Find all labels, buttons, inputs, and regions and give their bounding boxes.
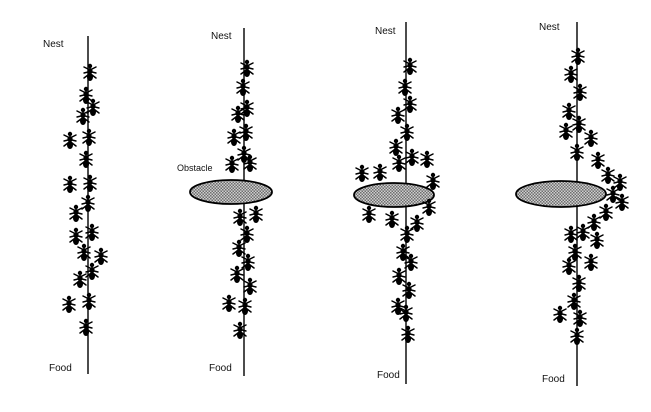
ant-icon bbox=[420, 150, 434, 169]
ant-icon bbox=[587, 213, 601, 232]
ant-icon bbox=[553, 305, 567, 324]
ant-icon bbox=[232, 239, 246, 258]
ant-icon bbox=[400, 123, 414, 142]
panel-4: Nest Food bbox=[515, 22, 629, 386]
ant-icon bbox=[79, 318, 93, 337]
ant-icon bbox=[62, 295, 76, 314]
nest-label: Nest bbox=[211, 31, 232, 42]
ant-icon bbox=[82, 292, 96, 311]
panel-2: Nest Obstacle Food bbox=[177, 28, 273, 376]
ant-icon bbox=[572, 274, 586, 293]
ant-icon bbox=[362, 205, 376, 224]
ant-icon bbox=[392, 267, 406, 286]
ant-icon bbox=[73, 270, 87, 289]
ant-icon bbox=[240, 225, 254, 244]
ant-icon bbox=[613, 173, 627, 192]
ant-icon bbox=[567, 292, 581, 311]
ant-icon bbox=[401, 325, 415, 344]
ant-icon bbox=[584, 129, 598, 148]
ant-icon bbox=[373, 163, 387, 182]
ant-icon bbox=[590, 231, 604, 250]
food-label: Food bbox=[377, 370, 400, 381]
ant-icon bbox=[559, 122, 573, 141]
ant-icon bbox=[225, 155, 239, 174]
obstacle bbox=[515, 180, 607, 208]
ant-icon bbox=[591, 151, 605, 170]
ant-icon bbox=[398, 78, 412, 97]
ant-icon bbox=[399, 304, 413, 323]
ant-group bbox=[62, 63, 108, 337]
ant-icon bbox=[405, 148, 419, 167]
ant-icon bbox=[573, 309, 587, 328]
ant-icon bbox=[391, 297, 405, 316]
food-label: Food bbox=[209, 363, 232, 374]
ant-icon bbox=[230, 265, 244, 284]
ant-icon bbox=[562, 257, 576, 276]
nest-label: Nest bbox=[375, 26, 396, 37]
ant-icon bbox=[615, 193, 629, 212]
ant-icon bbox=[69, 204, 83, 223]
ant-icon bbox=[236, 78, 250, 97]
ant-icon bbox=[83, 63, 97, 82]
ant-icon bbox=[239, 123, 253, 142]
ant-icon bbox=[63, 131, 77, 150]
ant-icon bbox=[568, 243, 582, 262]
ant-icon bbox=[227, 128, 241, 147]
nest-label: Nest bbox=[539, 22, 560, 33]
food-label: Food bbox=[542, 374, 565, 385]
ant-icon bbox=[392, 154, 406, 173]
ant-icon bbox=[243, 277, 257, 296]
ant-icon bbox=[402, 281, 416, 300]
nest-label: Nest bbox=[43, 39, 64, 50]
ant-icon bbox=[573, 83, 587, 102]
ant-icon bbox=[570, 327, 584, 346]
ant-icon bbox=[249, 205, 263, 224]
ant-icon bbox=[564, 225, 578, 244]
ant-icon bbox=[391, 106, 405, 125]
ant-icon bbox=[76, 107, 90, 126]
ant-icon bbox=[222, 294, 236, 313]
ant-icon bbox=[571, 47, 585, 66]
ant-icon bbox=[385, 210, 399, 229]
ant-icon bbox=[79, 86, 93, 105]
food-label: Food bbox=[49, 363, 72, 374]
ant-icon bbox=[63, 175, 77, 194]
ant-icon bbox=[355, 164, 369, 183]
ant-icon bbox=[79, 150, 93, 169]
ant-icon bbox=[238, 297, 252, 316]
ant-icon bbox=[562, 102, 576, 121]
ant-icon bbox=[576, 223, 590, 242]
ant-icon bbox=[240, 59, 254, 78]
obstacle-label: Obstacle bbox=[177, 163, 213, 173]
ant-icon bbox=[601, 166, 615, 185]
ant-icon bbox=[69, 227, 83, 246]
ant-icon bbox=[570, 143, 584, 162]
ant-icon bbox=[572, 115, 586, 134]
ant-icon bbox=[426, 172, 440, 191]
ant-icon bbox=[83, 174, 97, 193]
obstacle bbox=[189, 179, 273, 205]
ant-icon bbox=[599, 203, 613, 222]
obstacle bbox=[353, 182, 435, 208]
ant-icon bbox=[94, 247, 108, 266]
ant-icon bbox=[81, 194, 95, 213]
ant-icon bbox=[564, 65, 578, 84]
ant-icon bbox=[82, 128, 96, 147]
ant-icon bbox=[389, 138, 403, 157]
panel-1: Nest Food bbox=[43, 36, 108, 374]
ant-icon bbox=[584, 253, 598, 272]
panel-3: Nest Food bbox=[353, 22, 440, 384]
